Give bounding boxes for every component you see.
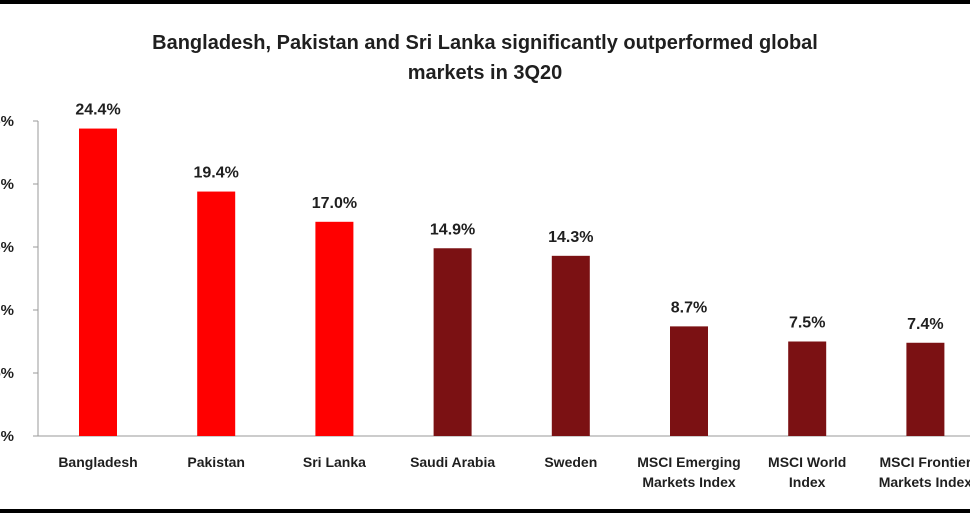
category-label: Markets Index bbox=[642, 474, 736, 490]
category-label: MSCI Frontier bbox=[880, 454, 970, 470]
chart-title: Bangladesh, Pakistan and Sri Lanka signi… bbox=[0, 28, 970, 88]
y-tick-label: 25% bbox=[0, 113, 14, 130]
category-label: Pakistan bbox=[187, 454, 245, 470]
y-tick-label: 5% bbox=[0, 365, 14, 382]
data-label: 17.0% bbox=[312, 195, 357, 212]
data-label: 7.4% bbox=[907, 316, 943, 333]
y-tick-label: 20% bbox=[0, 176, 14, 193]
bar bbox=[197, 191, 236, 436]
category-label: Sweden bbox=[544, 454, 597, 470]
category-label: Saudi Arabia bbox=[410, 454, 495, 470]
data-label: 7.5% bbox=[789, 315, 825, 332]
category-label: Bangladesh bbox=[58, 454, 137, 470]
bar bbox=[79, 128, 117, 436]
data-label: 19.4% bbox=[194, 165, 239, 182]
category-label: MSCI Emerging bbox=[637, 454, 740, 470]
y-tick-label: 15% bbox=[0, 239, 14, 256]
category-label: Sri Lanka bbox=[303, 454, 366, 470]
category-label: MSCI World bbox=[768, 454, 846, 470]
y-tick-label: 10% bbox=[0, 302, 14, 319]
bar bbox=[906, 342, 945, 436]
bottom-border-rule bbox=[0, 509, 970, 513]
data-label: 14.3% bbox=[548, 229, 593, 246]
chart-title-line-2: markets in 3Q20 bbox=[407, 62, 563, 84]
data-label: 24.4% bbox=[75, 102, 120, 119]
bar bbox=[433, 248, 472, 436]
top-border-rule bbox=[0, 0, 970, 4]
chart-title-line-1: Bangladesh, Pakistan and Sri Lanka signi… bbox=[152, 32, 818, 54]
category-label: Index bbox=[789, 474, 826, 490]
bar bbox=[551, 255, 590, 436]
bar bbox=[670, 326, 708, 436]
y-tick-label: 0% bbox=[0, 428, 14, 445]
category-label: Markets Index bbox=[879, 474, 970, 490]
bar bbox=[788, 341, 827, 436]
data-label: 8.7% bbox=[671, 299, 707, 316]
bar bbox=[315, 221, 354, 436]
data-label: 14.9% bbox=[430, 221, 475, 238]
